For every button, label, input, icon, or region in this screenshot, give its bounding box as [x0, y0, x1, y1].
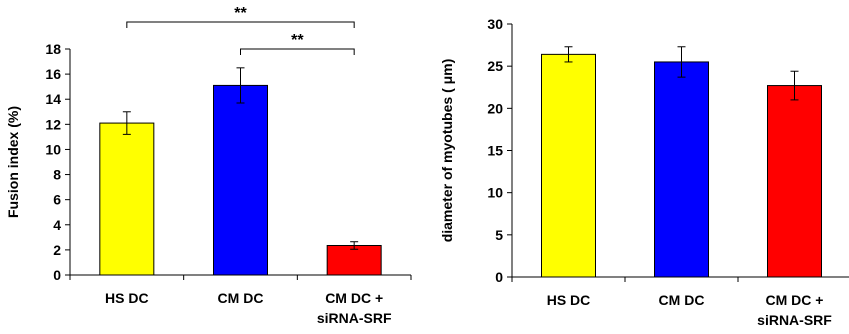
y-tick-label: 0	[495, 269, 503, 285]
y-tick-label: 30	[487, 16, 503, 32]
bar	[326, 244, 382, 276]
y-tick-label: 14	[45, 91, 61, 107]
y-tick-label: 25	[487, 58, 503, 74]
category-label-line: HS DC	[547, 292, 591, 308]
y-tick-label: 4	[53, 217, 61, 233]
category-label: CM DC	[659, 292, 705, 308]
category-label: CM DC + siRNA-SRF	[757, 292, 832, 328]
bar	[541, 53, 596, 278]
category-label-line: CM DC +	[325, 290, 383, 306]
y-tick-label: 5	[495, 227, 503, 243]
category-label-line: HS DC	[105, 290, 149, 306]
y-tick-label: 10	[487, 185, 503, 201]
bar	[213, 84, 268, 276]
category-label-line: CM DC	[659, 292, 705, 308]
myotube-diameter-chart: 0 5 10 15 20 25 30 diameter of myotubes ( μm) HS…	[439, 16, 849, 328]
y-tick-label: 6	[53, 192, 61, 208]
significance-bracket	[240, 48, 355, 55]
category-label-line: siRNA-SRF	[317, 310, 392, 326]
bar	[767, 85, 822, 278]
category-label-line: CM DC	[218, 290, 264, 306]
y-tick-label: 12	[45, 116, 61, 132]
category-label: CM DC + siRNA-SRF	[317, 290, 392, 326]
significance-label: **	[234, 5, 247, 22]
y-axis-title: diameter of myotubes ( μm)	[439, 59, 455, 243]
y-axis-title: Fusion index (%)	[5, 106, 21, 218]
fusion-index-chart: 0 2 4 6 8 10 12 14 16 18 Fusion index (%) HS DC CM D…	[5, 5, 412, 326]
significance-bracket	[126, 21, 355, 28]
bar	[654, 61, 709, 278]
significance-label: **	[291, 32, 304, 49]
category-label: HS DC	[547, 292, 591, 308]
y-tick-label: 18	[45, 41, 61, 57]
category-label: CM DC	[218, 290, 264, 306]
y-tick-label: 2	[53, 242, 61, 258]
y-tick-label: 8	[53, 167, 61, 183]
y-tick-label: 10	[45, 141, 61, 157]
category-label-line: CM DC +	[766, 292, 824, 308]
category-label-line: siRNA-SRF	[757, 312, 832, 328]
y-tick-label: 20	[487, 100, 503, 116]
y-tick-label: 16	[45, 66, 61, 82]
bar	[99, 122, 155, 276]
y-tick-label: 0	[53, 267, 61, 283]
y-tick-label: 15	[487, 143, 503, 159]
category-label: HS DC	[105, 290, 149, 306]
